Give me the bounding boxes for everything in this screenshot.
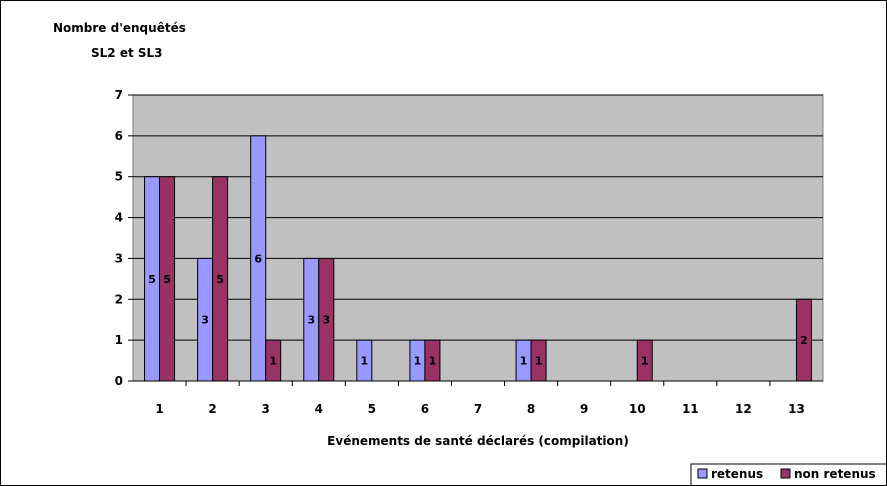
data-label: 1: [520, 355, 528, 368]
y-tick-label: 0: [115, 374, 123, 388]
legend-label-non-retenus: non retenus: [794, 467, 876, 481]
y-tick-label: 4: [115, 211, 123, 225]
y-axis-title-line1: Nombre d'enquêtés: [53, 21, 186, 35]
data-label: 5: [216, 273, 224, 286]
legend-label-retenus: retenus: [711, 467, 763, 481]
x-tick-label: 10: [629, 402, 646, 416]
x-tick-label: 8: [527, 402, 535, 416]
y-tick-label: 5: [115, 170, 123, 184]
data-label: 5: [148, 273, 156, 286]
y-tick-labels: 0 1 2 3 4 5 6 7: [115, 88, 123, 388]
plot-area: [132, 94, 824, 382]
data-label: 3: [201, 314, 209, 327]
x-tick-label: 7: [474, 402, 482, 416]
data-label: 1: [269, 355, 277, 368]
data-label: 1: [535, 355, 543, 368]
y-tick-label: 1: [115, 333, 123, 347]
legend-swatch-non-retenus: [780, 468, 791, 479]
data-label: 6: [254, 252, 262, 265]
y-tick-label: 2: [115, 292, 123, 306]
x-tick-label: 1: [155, 402, 163, 416]
legend: retenus non retenus: [690, 463, 886, 485]
gridlines: [128, 94, 823, 382]
data-label: 5: [163, 273, 171, 286]
data-label: 2: [800, 334, 808, 347]
y-tick-label: 6: [115, 129, 123, 143]
data-label: 1: [429, 355, 437, 368]
x-axis-title: Evénements de santé déclarés (compilatio…: [327, 434, 629, 448]
x-tick-label: 11: [682, 402, 699, 416]
x-tick-label: 3: [262, 402, 270, 416]
y-tick-label: 7: [115, 88, 123, 102]
data-label: 3: [307, 314, 315, 327]
y-axis-title-line2: SL2 et SL3: [91, 46, 163, 60]
data-label: 1: [361, 355, 369, 368]
x-tick-label: 12: [735, 402, 752, 416]
x-tick-label: 5: [368, 402, 376, 416]
x-tick-label: 13: [788, 402, 805, 416]
data-label: 1: [641, 355, 649, 368]
data-label: 1: [414, 355, 422, 368]
x-tick-label: 4: [315, 402, 323, 416]
x-tick-label: 9: [580, 402, 588, 416]
x-tick-label: 2: [208, 402, 216, 416]
y-tick-label: 3: [115, 251, 123, 265]
x-tick-labels: 1 2 3 4 5 6 7 8 9 10 11 12 13: [155, 381, 805, 416]
legend-swatch-retenus: [697, 468, 708, 479]
data-label: 3: [322, 314, 330, 327]
x-tick-label: 6: [421, 402, 429, 416]
